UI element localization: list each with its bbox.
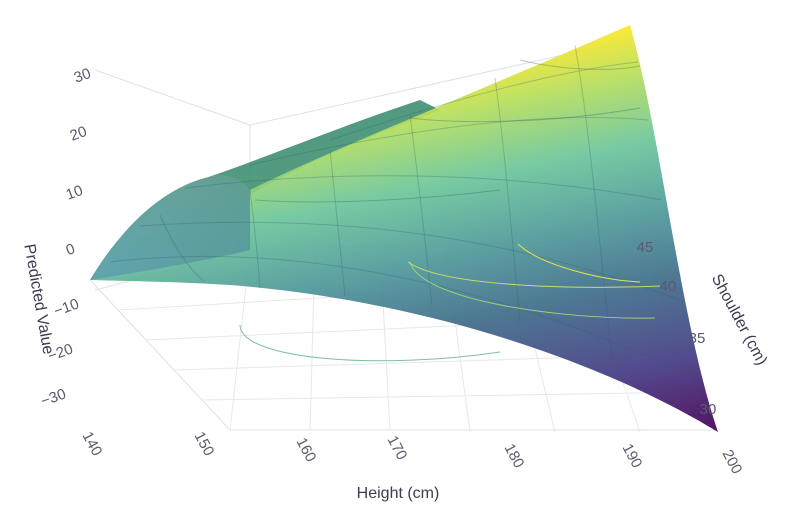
surface-mesh-line	[159, 214, 206, 283]
floor-grid-line	[201, 391, 701, 401]
z-tick-label: −10	[52, 295, 82, 320]
x-axis-title: Height (cm)	[357, 485, 440, 502]
surface-mesh-line	[139, 221, 681, 301]
x-tick-label: 180	[501, 441, 528, 471]
surface-mesh-line	[574, 44, 613, 361]
floor-contour-line	[517, 243, 641, 283]
x-tick-label: 160	[293, 435, 320, 465]
surface-body[interactable]	[90, 25, 718, 432]
x-axis-ticks: 140 150 160 170 180 190 200	[79, 429, 746, 477]
surface-mesh-line	[184, 175, 663, 201]
z-tick-label: 10	[64, 182, 85, 204]
y-axis-title: Shoulder (cm)	[708, 272, 770, 369]
floor-contour-line	[239, 324, 501, 362]
floor-contour-line	[409, 261, 656, 319]
surface-contour-line	[409, 107, 641, 123]
surface-contour-line	[254, 189, 501, 203]
z-tick-label: −30	[39, 385, 69, 410]
x-tick-label: 140	[79, 429, 106, 459]
y-tick-label: 35	[689, 330, 706, 347]
floor-contours	[239, 59, 661, 362]
surface-mesh-line	[329, 149, 346, 297]
x-tick-label: 150	[191, 429, 218, 459]
x-tick-label: 200	[719, 447, 746, 477]
surface-left-face	[90, 175, 250, 280]
surface-mesh-line	[249, 116, 649, 166]
z-tick-label: 20	[68, 123, 89, 145]
floor-contour-line	[407, 261, 661, 288]
y-tick-label: 45	[637, 239, 654, 256]
surface[interactable]	[90, 25, 718, 432]
floor-left-edge	[89, 279, 231, 431]
surface-mesh-line	[329, 61, 639, 141]
surface-fold	[200, 100, 440, 195]
z-axis-title: Predicted Value	[20, 243, 56, 356]
y-tick-label: 30	[700, 401, 717, 418]
surface-contour-line	[519, 59, 641, 70]
x-tick-label: 190	[619, 441, 646, 471]
z-tick-label: 30	[72, 65, 93, 87]
y-tick-label: 40	[660, 278, 677, 295]
x-tick-label: 170	[384, 433, 411, 463]
surface-mesh-line	[249, 189, 261, 289]
y-axis-ticks: 30 35 40 45	[637, 239, 717, 418]
surface-mesh-line	[494, 77, 521, 323]
z-tick-label: 0	[64, 240, 78, 259]
surface-mesh-line	[109, 255, 701, 381]
surface-mesh	[109, 44, 701, 381]
